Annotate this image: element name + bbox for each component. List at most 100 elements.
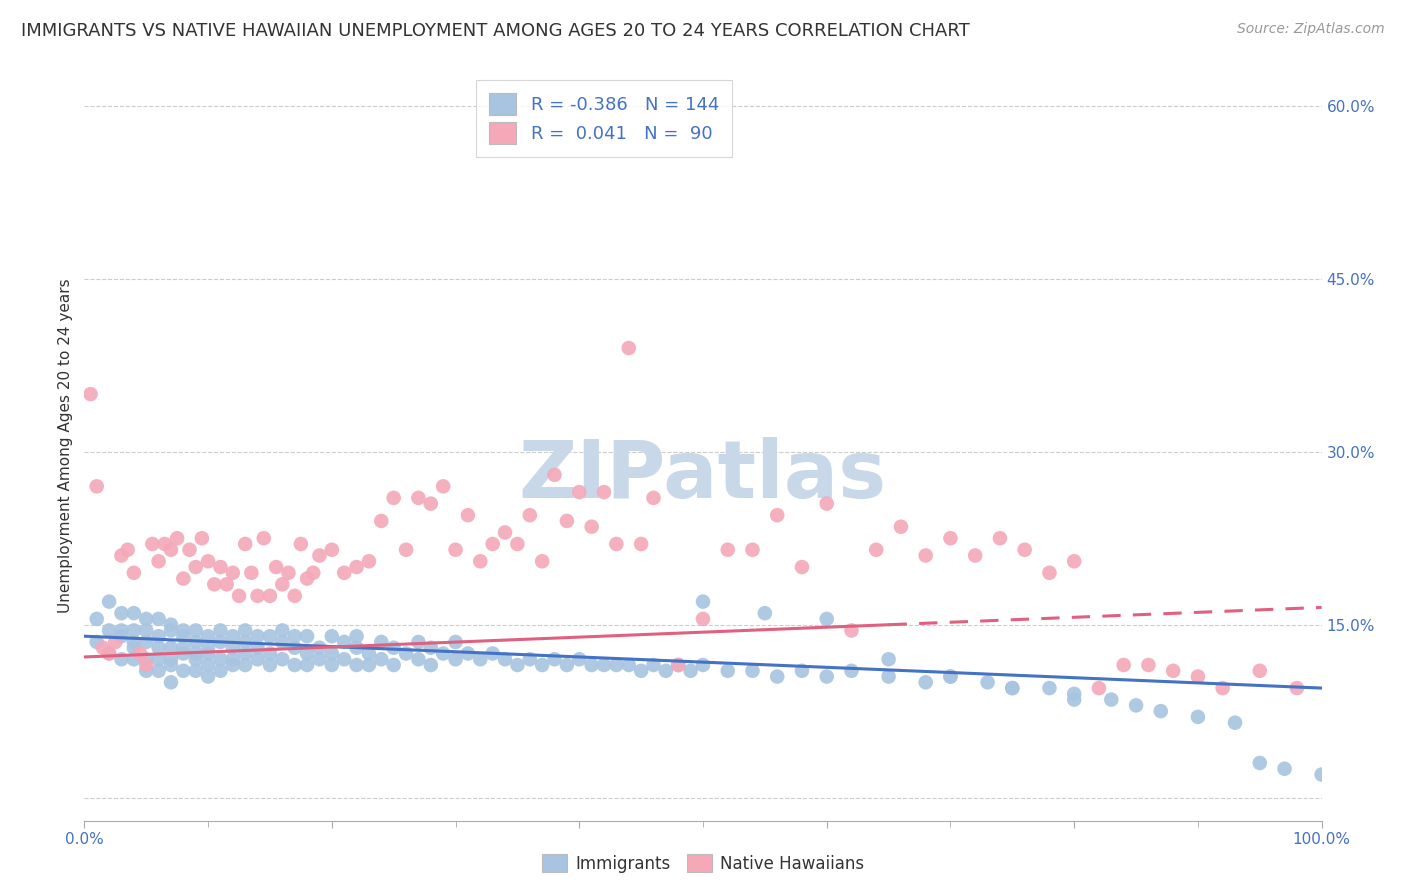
- Point: [209, 652, 232, 666]
- Point: [308, 652, 330, 666]
- Point: [172, 664, 194, 678]
- Point: [122, 606, 145, 620]
- Point: [160, 658, 183, 673]
- Point: [197, 554, 219, 568]
- Point: [295, 572, 318, 586]
- Point: [222, 652, 245, 666]
- Point: [815, 497, 838, 511]
- Point: [1249, 664, 1271, 678]
- Point: [172, 572, 194, 586]
- Point: [568, 652, 591, 666]
- Point: [184, 647, 207, 661]
- Point: [531, 554, 554, 568]
- Point: [222, 658, 245, 673]
- Point: [333, 635, 356, 649]
- Point: [1063, 692, 1085, 706]
- Point: [86, 479, 108, 493]
- Point: [346, 560, 368, 574]
- Point: [976, 675, 998, 690]
- Point: [209, 624, 232, 638]
- Point: [444, 652, 467, 666]
- Point: [382, 658, 405, 673]
- Point: [253, 531, 276, 545]
- Point: [1063, 687, 1085, 701]
- Point: [284, 629, 307, 643]
- Point: [939, 669, 962, 683]
- Point: [135, 612, 157, 626]
- Point: [939, 531, 962, 545]
- Point: [233, 624, 256, 638]
- Point: [222, 629, 245, 643]
- Point: [271, 635, 294, 649]
- Point: [988, 531, 1011, 545]
- Point: [240, 566, 263, 580]
- Point: [209, 664, 232, 678]
- Point: [308, 640, 330, 655]
- Point: [160, 542, 183, 557]
- Point: [148, 612, 170, 626]
- Point: [655, 664, 678, 678]
- Point: [457, 647, 479, 661]
- Y-axis label: Unemployment Among Ages 20 to 24 years: Unemployment Among Ages 20 to 24 years: [58, 278, 73, 614]
- Point: [1063, 554, 1085, 568]
- Point: [815, 612, 838, 626]
- Point: [630, 664, 652, 678]
- Point: [122, 624, 145, 638]
- Point: [470, 652, 492, 666]
- Point: [666, 658, 689, 673]
- Point: [679, 664, 702, 678]
- Point: [98, 647, 121, 661]
- Point: [122, 635, 145, 649]
- Point: [160, 675, 183, 690]
- Point: [202, 577, 225, 591]
- Point: [815, 669, 838, 683]
- Point: [581, 519, 603, 533]
- Point: [494, 525, 516, 540]
- Point: [1249, 756, 1271, 770]
- Point: [1038, 681, 1060, 695]
- Point: [148, 554, 170, 568]
- Point: [184, 560, 207, 574]
- Point: [1137, 658, 1160, 673]
- Point: [419, 658, 441, 673]
- Legend: Immigrants, Native Hawaiians: Immigrants, Native Hawaiians: [534, 847, 872, 880]
- Point: [222, 566, 245, 580]
- Point: [321, 658, 343, 673]
- Point: [172, 647, 194, 661]
- Point: [233, 537, 256, 551]
- Point: [346, 629, 368, 643]
- Point: [444, 542, 467, 557]
- Point: [370, 635, 392, 649]
- Point: [741, 664, 763, 678]
- Point: [233, 635, 256, 649]
- Point: [717, 542, 740, 557]
- Point: [284, 640, 307, 655]
- Point: [284, 658, 307, 673]
- Point: [135, 635, 157, 649]
- Point: [1112, 658, 1135, 673]
- Point: [110, 606, 132, 620]
- Point: [184, 652, 207, 666]
- Point: [98, 624, 121, 638]
- Point: [470, 554, 492, 568]
- Point: [877, 652, 900, 666]
- Point: [643, 658, 665, 673]
- Point: [1125, 698, 1147, 713]
- Point: [148, 640, 170, 655]
- Point: [581, 658, 603, 673]
- Text: IMMIGRANTS VS NATIVE HAWAIIAN UNEMPLOYMENT AMONG AGES 20 TO 24 YEARS CORRELATION: IMMIGRANTS VS NATIVE HAWAIIAN UNEMPLOYME…: [21, 22, 970, 40]
- Point: [543, 652, 565, 666]
- Point: [259, 647, 281, 661]
- Point: [1223, 715, 1246, 730]
- Point: [382, 491, 405, 505]
- Point: [148, 629, 170, 643]
- Point: [370, 514, 392, 528]
- Point: [357, 647, 380, 661]
- Point: [1285, 681, 1308, 695]
- Point: [841, 624, 863, 638]
- Point: [555, 658, 578, 673]
- Text: Source: ZipAtlas.com: Source: ZipAtlas.com: [1237, 22, 1385, 37]
- Point: [1099, 692, 1122, 706]
- Point: [939, 669, 962, 683]
- Point: [408, 491, 430, 505]
